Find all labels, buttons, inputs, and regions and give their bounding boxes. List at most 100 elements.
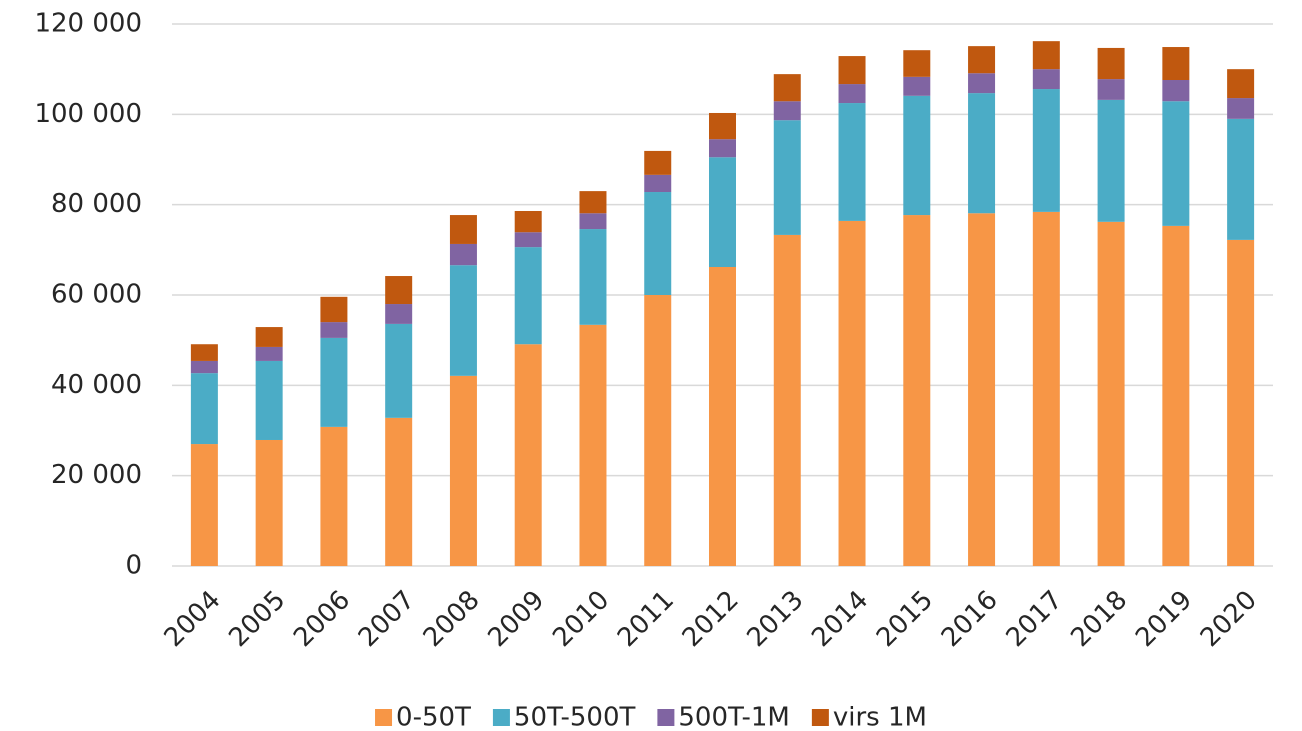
bar-segment bbox=[1032, 69, 1060, 90]
bar-segment bbox=[320, 296, 348, 323]
x-tick-label: 2016 bbox=[936, 585, 1004, 653]
bar-segment bbox=[644, 150, 672, 175]
bar-segment bbox=[1227, 69, 1255, 99]
bar-segment bbox=[320, 322, 348, 338]
bar-segment bbox=[773, 74, 801, 102]
y-tick-label: 100 000 bbox=[34, 99, 142, 129]
bar-segment bbox=[449, 243, 477, 266]
x-tick-label: 2017 bbox=[1001, 585, 1069, 653]
bar-segment bbox=[579, 213, 607, 230]
bar-segment bbox=[1227, 118, 1255, 240]
bar-segment bbox=[968, 46, 996, 74]
x-tick-label: 2010 bbox=[547, 585, 615, 653]
x-tick-label: 2012 bbox=[677, 585, 745, 653]
legend-swatch bbox=[492, 709, 510, 726]
y-tick-label: 60 000 bbox=[51, 280, 142, 310]
bar-segment bbox=[773, 101, 801, 121]
bar-segment bbox=[903, 50, 931, 77]
legend-label: 500T-1M bbox=[678, 703, 789, 731]
bar-segment bbox=[190, 344, 218, 361]
legend-swatch bbox=[375, 709, 393, 726]
bar-segment bbox=[1097, 79, 1125, 100]
bar-segment bbox=[385, 304, 413, 324]
bar-segment bbox=[385, 323, 413, 418]
legend-label: virs 1M bbox=[833, 703, 927, 731]
x-tick-label: 2013 bbox=[742, 585, 810, 653]
bar-segment bbox=[903, 215, 931, 566]
bar-segment bbox=[255, 360, 283, 440]
x-tick-label: 2014 bbox=[806, 585, 874, 653]
bar-segment bbox=[644, 192, 672, 295]
bar-segment bbox=[968, 213, 996, 566]
bar-segment bbox=[644, 174, 672, 193]
bar-segment bbox=[385, 417, 413, 566]
x-tick-label: 2008 bbox=[418, 585, 486, 653]
x-tick-label: 2004 bbox=[159, 585, 227, 653]
bar-segment bbox=[514, 247, 542, 345]
bar-segment bbox=[968, 93, 996, 214]
bar-segment bbox=[1032, 211, 1060, 567]
bar-segment bbox=[903, 95, 931, 216]
bar-segment bbox=[514, 210, 542, 233]
bar-segment bbox=[255, 346, 283, 361]
x-tick-label: 2006 bbox=[288, 585, 356, 653]
y-tick-label: 120 000 bbox=[34, 9, 142, 39]
bar-segment bbox=[449, 265, 477, 376]
bar-segment bbox=[1162, 101, 1190, 226]
bar-segment bbox=[968, 73, 996, 94]
legend-swatch bbox=[657, 709, 675, 726]
bar-segment bbox=[709, 266, 736, 566]
bar-segment bbox=[1032, 41, 1060, 70]
x-tick-label: 2005 bbox=[223, 585, 291, 653]
x-tick-label: 2009 bbox=[482, 585, 550, 653]
bar-segment bbox=[190, 444, 218, 566]
y-tick-label: 0 bbox=[125, 551, 142, 581]
bar-segment bbox=[838, 84, 866, 104]
x-tick-label: 2019 bbox=[1130, 585, 1198, 653]
bar-segment bbox=[1162, 225, 1190, 566]
bar-segment bbox=[579, 229, 607, 325]
bar-segment bbox=[838, 56, 866, 85]
bar-segment bbox=[514, 344, 542, 566]
x-tick-label: 2007 bbox=[353, 585, 421, 653]
legend-swatch bbox=[811, 709, 829, 726]
y-tick-label: 40 000 bbox=[51, 370, 142, 400]
bar-segment bbox=[579, 324, 607, 566]
x-tick-label: 2018 bbox=[1065, 585, 1133, 653]
bar-segment bbox=[709, 157, 736, 267]
bar-segment bbox=[320, 337, 348, 427]
bar-segment bbox=[1032, 89, 1060, 212]
y-tick-label: 80 000 bbox=[51, 189, 142, 219]
x-tick-label: 2015 bbox=[871, 585, 939, 653]
legend-label: 0-50T bbox=[396, 703, 471, 731]
bar-segment bbox=[449, 375, 477, 566]
bar-segment bbox=[838, 220, 866, 566]
bar-segment bbox=[903, 76, 931, 96]
bar-segment bbox=[1097, 47, 1125, 80]
bar-segment bbox=[709, 112, 736, 140]
bar-segment bbox=[190, 373, 218, 445]
bar-segment bbox=[255, 439, 283, 566]
bar-segment bbox=[1227, 239, 1255, 566]
bar-segment bbox=[838, 103, 866, 221]
bar-segment bbox=[579, 191, 607, 214]
bar-segment bbox=[255, 327, 283, 347]
x-tick-label: 2020 bbox=[1195, 585, 1263, 653]
legend-label: 50T-500T bbox=[514, 703, 636, 731]
bar-segment bbox=[449, 215, 477, 244]
bar-segment bbox=[1162, 80, 1190, 102]
bar-segment bbox=[1097, 221, 1125, 566]
bar-segment bbox=[709, 139, 736, 158]
bar-segment bbox=[190, 360, 218, 374]
bar-segment bbox=[1162, 47, 1190, 81]
bar-segment bbox=[1097, 99, 1125, 222]
x-tick-label: 2011 bbox=[612, 585, 680, 653]
bar-segment bbox=[514, 232, 542, 248]
bar-segment bbox=[773, 120, 801, 235]
bar-segment bbox=[773, 234, 801, 566]
bar-segment bbox=[385, 276, 413, 305]
y-tick-label: 20 000 bbox=[51, 460, 142, 490]
bar-segment bbox=[644, 295, 672, 566]
bar-segment bbox=[1227, 98, 1255, 119]
